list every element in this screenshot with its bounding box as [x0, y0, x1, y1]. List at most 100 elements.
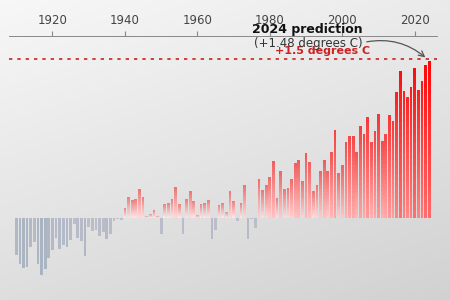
- Bar: [178, 206, 180, 207]
- Bar: [345, 199, 347, 202]
- Bar: [257, 190, 261, 192]
- Bar: [326, 185, 329, 188]
- Bar: [153, 212, 155, 213]
- Bar: [308, 209, 311, 212]
- Bar: [290, 190, 293, 192]
- Bar: [377, 182, 380, 187]
- Bar: [370, 184, 373, 188]
- Bar: [221, 208, 224, 209]
- Bar: [308, 162, 311, 165]
- Bar: [221, 210, 224, 211]
- Bar: [312, 208, 315, 210]
- Bar: [269, 193, 271, 195]
- Bar: [272, 215, 275, 218]
- Bar: [392, 154, 394, 160]
- Bar: [399, 167, 402, 174]
- Bar: [261, 212, 264, 214]
- Bar: [174, 187, 177, 189]
- Bar: [279, 208, 282, 211]
- Bar: [265, 205, 268, 206]
- Bar: [363, 197, 365, 201]
- Bar: [374, 153, 376, 157]
- Bar: [174, 209, 177, 210]
- Bar: [279, 195, 282, 197]
- Bar: [131, 201, 134, 202]
- Bar: [257, 202, 261, 204]
- Bar: [239, 208, 242, 209]
- Bar: [370, 157, 373, 161]
- Bar: [410, 87, 413, 218]
- Bar: [417, 192, 420, 199]
- Bar: [315, 211, 318, 213]
- Bar: [272, 169, 275, 172]
- Bar: [308, 165, 311, 167]
- Bar: [138, 196, 141, 198]
- Bar: [26, 218, 28, 266]
- Bar: [142, 214, 144, 215]
- Bar: [203, 207, 206, 208]
- Bar: [294, 171, 297, 174]
- Bar: [374, 183, 376, 188]
- Bar: [287, 196, 289, 197]
- Bar: [414, 143, 416, 150]
- Bar: [239, 206, 242, 207]
- Bar: [392, 174, 394, 179]
- Bar: [406, 164, 409, 170]
- Bar: [366, 137, 369, 142]
- Bar: [345, 153, 347, 157]
- Bar: [221, 207, 224, 208]
- Bar: [428, 187, 431, 194]
- Bar: [319, 183, 322, 185]
- Bar: [359, 176, 362, 181]
- Bar: [384, 143, 387, 147]
- Bar: [193, 205, 195, 206]
- Bar: [174, 210, 177, 212]
- Bar: [323, 174, 325, 177]
- Bar: [297, 183, 300, 186]
- Bar: [381, 141, 383, 145]
- Bar: [276, 208, 279, 209]
- Bar: [290, 192, 293, 194]
- Bar: [287, 203, 289, 205]
- Bar: [384, 205, 387, 209]
- Bar: [189, 205, 192, 206]
- Bar: [301, 188, 304, 190]
- Bar: [200, 215, 202, 216]
- Bar: [272, 206, 275, 209]
- Bar: [338, 182, 340, 184]
- Bar: [315, 185, 318, 218]
- Bar: [315, 213, 318, 214]
- Bar: [178, 215, 180, 216]
- Bar: [290, 212, 293, 214]
- Bar: [171, 200, 173, 201]
- Bar: [312, 194, 315, 195]
- Bar: [221, 214, 224, 215]
- Bar: [297, 180, 300, 183]
- Bar: [290, 208, 293, 210]
- Bar: [276, 200, 279, 201]
- Bar: [276, 210, 279, 211]
- Bar: [363, 155, 365, 159]
- Bar: [120, 218, 123, 220]
- Bar: [261, 206, 264, 207]
- Bar: [388, 115, 391, 218]
- Bar: [221, 209, 224, 210]
- Bar: [315, 203, 318, 205]
- Bar: [279, 213, 282, 215]
- Bar: [91, 218, 94, 231]
- Bar: [290, 204, 293, 206]
- Bar: [326, 174, 329, 176]
- Bar: [171, 208, 173, 209]
- Bar: [272, 164, 275, 166]
- Bar: [381, 168, 383, 172]
- Bar: [279, 185, 282, 188]
- Bar: [377, 156, 380, 161]
- Bar: [424, 149, 427, 157]
- Bar: [345, 180, 347, 184]
- Bar: [395, 155, 398, 161]
- Bar: [279, 206, 282, 208]
- Bar: [403, 173, 405, 180]
- Bar: [174, 207, 177, 209]
- Bar: [341, 168, 344, 170]
- Bar: [203, 203, 206, 204]
